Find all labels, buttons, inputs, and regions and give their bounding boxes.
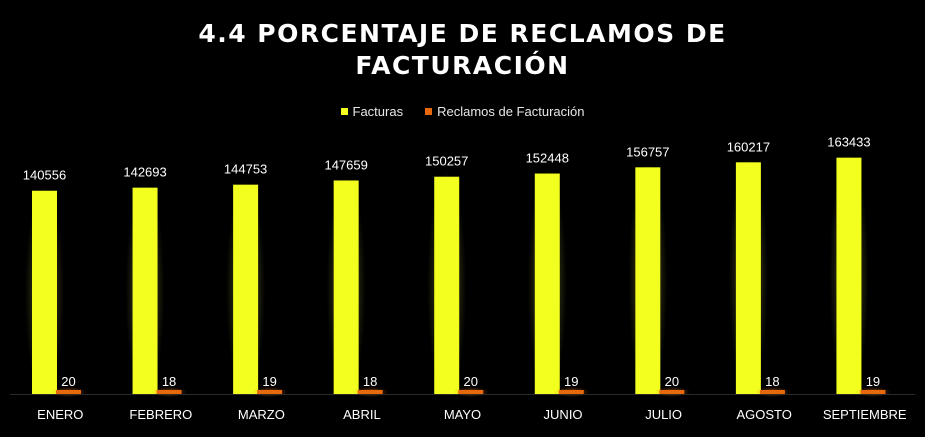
data-label-facturas: 152448: [526, 151, 569, 166]
bar-facturas: [233, 184, 259, 394]
chart-legend: Facturas Reclamos de Facturación: [0, 104, 925, 119]
x-tick-label: FEBRERO: [129, 407, 192, 422]
x-tick-label: MAYO: [444, 407, 481, 422]
data-label-reclamos: 18: [162, 374, 176, 389]
bar-facturas: [735, 162, 761, 394]
x-tick-label: MARZO: [238, 407, 285, 422]
data-label-facturas: 160217: [727, 139, 770, 154]
data-label-reclamos: 18: [765, 374, 779, 389]
bar-facturas: [132, 187, 158, 394]
data-label-reclamos: 19: [262, 374, 276, 389]
bar-reclamos: [156, 390, 182, 394]
legend-item-facturas: Facturas: [340, 104, 404, 119]
data-label-reclamos: 19: [866, 374, 880, 389]
chart-title-line-2: FACTURACIÓN: [355, 51, 570, 80]
data-label-facturas: 150257: [425, 154, 468, 169]
bars-group: [25, 151, 892, 400]
data-label-facturas: 144753: [224, 162, 267, 177]
chart-title-line-1: 4.4 PORCENTAJE DE RECLAMOS DE: [198, 19, 727, 48]
bar-reclamos: [558, 390, 584, 394]
x-tick-label: SEPTIEMBRE: [823, 407, 907, 422]
bar-reclamos: [659, 390, 685, 394]
bar-facturas: [635, 167, 661, 394]
legend-label-reclamos: Reclamos de Facturación: [437, 104, 585, 119]
x-tick-label: ABRIL: [343, 407, 381, 422]
x-tick-label: ENERO: [37, 407, 83, 422]
data-label-reclamos: 18: [363, 374, 377, 389]
data-label-reclamos: 20: [665, 374, 679, 389]
x-tick-label: JUNIO: [544, 407, 583, 422]
chart-title: 4.4 PORCENTAJE DE RECLAMOS DE FACTURACIÓ…: [0, 18, 925, 82]
data-label-facturas: 142693: [123, 165, 166, 180]
bar-facturas: [333, 180, 359, 394]
legend-label-facturas: Facturas: [352, 104, 404, 119]
data-label-reclamos: 20: [61, 374, 75, 389]
data-label-facturas: 156757: [626, 144, 669, 159]
x-tick-label: AGOSTO: [736, 407, 791, 422]
data-label-facturas: 140556: [23, 168, 66, 183]
bar-facturas: [534, 173, 560, 394]
bar-reclamos: [759, 390, 785, 394]
legend-item-reclamos: Reclamos de Facturación: [425, 104, 584, 119]
x-tick-label: JULIO: [645, 407, 682, 422]
bar-facturas: [836, 157, 862, 394]
bar-reclamos: [56, 390, 81, 394]
bar-reclamos: [860, 390, 886, 394]
labels-group: 140556 20 ENERO 142693 18 FEBRERO 144753 19 MARZ…: [23, 135, 907, 422]
data-label-facturas: 147659: [324, 157, 367, 172]
data-label-reclamos: 19: [564, 374, 578, 389]
bar-facturas: [434, 176, 460, 394]
data-label-reclamos: 20: [463, 374, 477, 389]
data-label-facturas: 163433: [827, 135, 870, 150]
bar-facturas: [32, 190, 57, 394]
bar-reclamos: [257, 390, 283, 394]
bar-reclamos: [458, 390, 484, 394]
bar-reclamos: [357, 390, 383, 394]
legend-swatch-facturas: [340, 108, 348, 115]
legend-swatch-reclamos: [425, 108, 433, 115]
